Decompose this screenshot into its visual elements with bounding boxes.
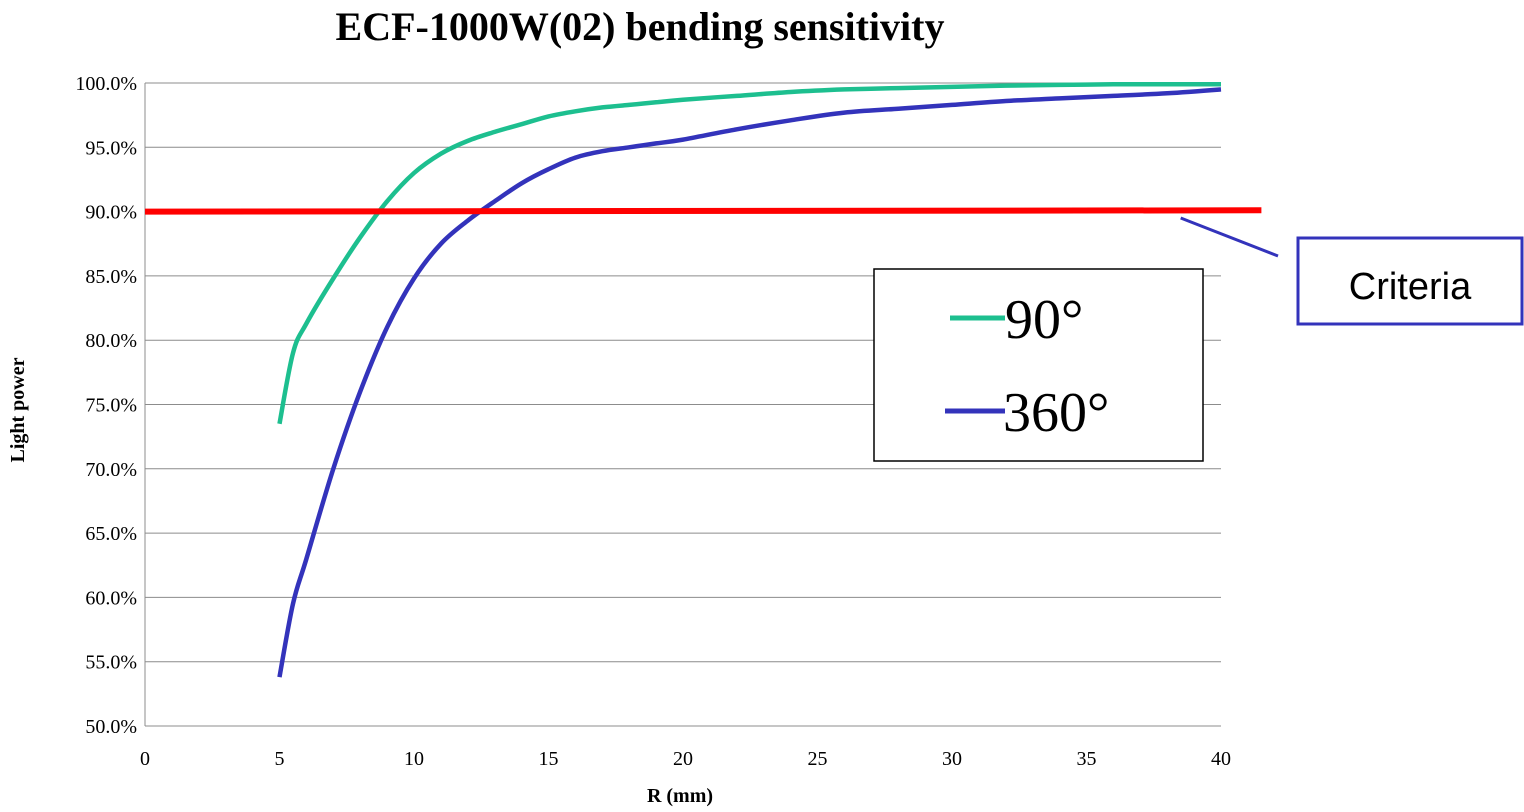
x-tick-labels: 0 5 10 15 20 25 30 35 40	[140, 748, 1231, 770]
y-tick-label: 50.0%	[85, 716, 137, 738]
y-tick-label: 90.0%	[85, 202, 137, 224]
x-tick-label: 40	[1211, 748, 1231, 770]
x-tick-label: 30	[942, 748, 962, 770]
callout-leader-line	[1180, 216, 1279, 258]
y-tick-labels: 50.0% 55.0% 60.0% 65.0% 70.0% 75.0% 80.0% 85.0%…	[75, 73, 137, 738]
y-tick-label: 100.0%	[75, 73, 137, 95]
y-tick-label: 85.0%	[85, 266, 137, 288]
x-tick-label: 25	[808, 748, 828, 770]
legend-label-360: 360°	[1003, 382, 1109, 444]
series-lines	[144, 82, 1262, 678]
series-90-line	[277, 82, 1221, 425]
y-tick-label: 75.0%	[85, 395, 137, 417]
criteria-callout: Criteria	[1180, 216, 1524, 326]
chart-title: ECF-1000W(02) bending sensitivity	[336, 4, 945, 49]
legend: 90° 360°	[873, 268, 1204, 462]
y-axis-label: Light power	[7, 357, 29, 462]
y-tick-label: 60.0%	[85, 587, 137, 609]
series-360-line	[277, 87, 1222, 678]
y-tick-label: 70.0%	[85, 459, 137, 481]
x-tick-label: 35	[1077, 748, 1097, 770]
y-tick-label: 55.0%	[85, 652, 137, 674]
callout-box	[1296, 236, 1524, 326]
x-axis-label: R (mm)	[647, 785, 713, 807]
x-tick-label: 0	[140, 748, 150, 770]
x-tick-label: 10	[404, 748, 424, 770]
criteria-line	[144, 207, 1262, 215]
y-tick-label: 65.0%	[85, 523, 137, 545]
x-tick-label: 5	[275, 748, 285, 770]
callout-label: Criteria	[1349, 266, 1472, 308]
legend-box	[873, 268, 1204, 462]
x-tick-label: 20	[673, 748, 693, 770]
legend-label-90: 90°	[1005, 289, 1083, 351]
x-tick-label: 15	[539, 748, 559, 770]
y-tick-label: 80.0%	[85, 330, 137, 352]
plot-area-axes	[144, 83, 1221, 727]
y-tick-label: 95.0%	[85, 137, 137, 159]
